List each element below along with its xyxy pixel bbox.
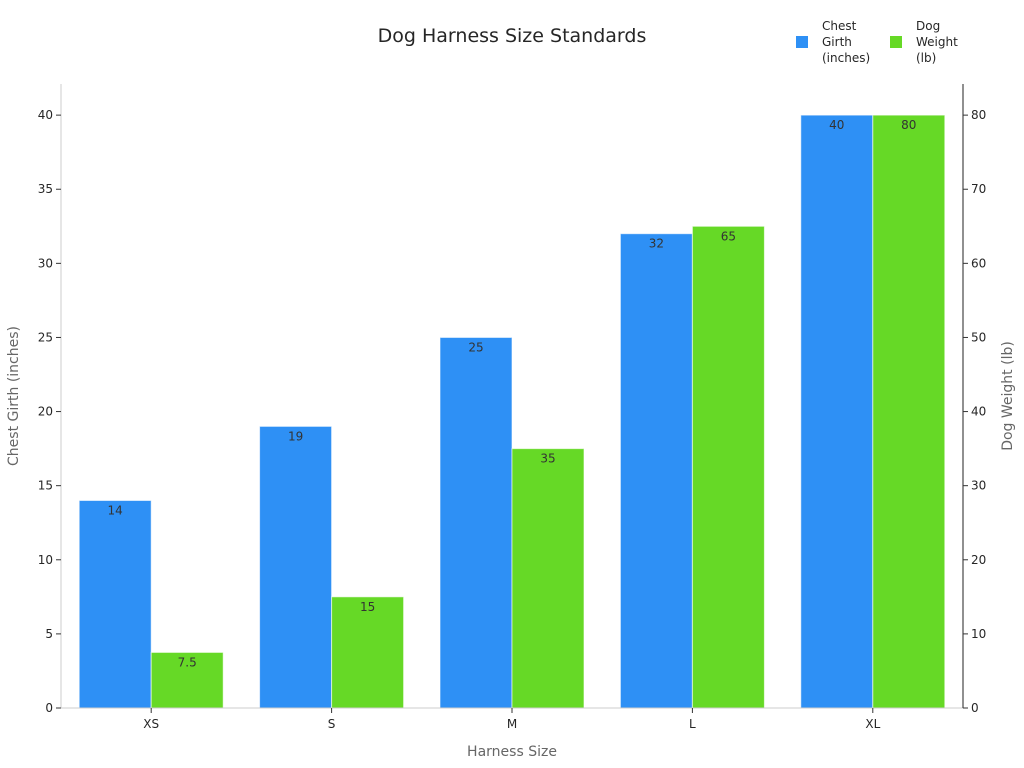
- legend-label: Chest: [822, 19, 857, 33]
- y-tick-label: 15: [38, 479, 53, 493]
- legend-swatch: [796, 36, 808, 48]
- legend-label: (lb): [916, 51, 936, 65]
- data-label: 65: [721, 229, 736, 243]
- y2-tick-label: 50: [971, 330, 986, 344]
- y-tick-label: 35: [38, 182, 53, 196]
- legend-label: (inches): [822, 51, 870, 65]
- bar-chest-girth-m: [439, 336, 513, 709]
- y-tick-label: 20: [38, 405, 53, 419]
- y2-tick-label: 70: [971, 182, 986, 196]
- y-axis-label: Chest Girth (inches): [6, 326, 22, 466]
- y2-tick-label: 30: [971, 479, 986, 493]
- bar-dog-weight-m: [511, 448, 585, 709]
- bar-chest-girth-l: [619, 233, 693, 709]
- data-label: 7.5: [178, 655, 197, 669]
- x-tick-label: XL: [865, 717, 880, 731]
- y2-tick-label: 0: [971, 701, 979, 715]
- y-tick-label: 10: [38, 553, 53, 567]
- bar-chest-girth-xl: [800, 114, 874, 709]
- y-tick-label: 30: [38, 256, 53, 270]
- x-tick-label: XS: [143, 717, 159, 731]
- bar-dog-weight-l: [691, 225, 765, 709]
- data-label: 15: [360, 600, 375, 614]
- legend-label: Weight: [916, 35, 958, 49]
- y2-tick-label: 60: [971, 256, 986, 270]
- x-tick-label: L: [689, 717, 696, 731]
- legend-swatch: [890, 36, 902, 48]
- y-tick-label: 5: [45, 627, 53, 641]
- data-label: 35: [540, 452, 555, 466]
- data-label: 14: [108, 503, 123, 517]
- y-tick-label: 40: [38, 108, 53, 122]
- data-label: 25: [468, 340, 483, 354]
- y2-axis-label: Dog Weight (lb): [1000, 341, 1016, 451]
- legend-label: Girth: [822, 35, 852, 49]
- y2-tick-label: 80: [971, 108, 986, 122]
- bar-dog-weight-xl: [872, 114, 946, 709]
- data-label: 32: [649, 237, 664, 251]
- x-tick-label: S: [328, 717, 336, 731]
- x-axis-label: Harness Size: [467, 744, 557, 760]
- legend-label: Dog: [916, 19, 940, 33]
- y2-tick-label: 10: [971, 627, 986, 641]
- y-tick-label: 25: [38, 330, 53, 344]
- bar-dog-weight-s: [331, 596, 405, 709]
- y2-tick-label: 20: [971, 553, 986, 567]
- y-tick-label: 0: [45, 701, 53, 715]
- data-label: 40: [829, 118, 844, 132]
- bar-chest-girth-s: [259, 425, 333, 709]
- x-tick-label: M: [507, 717, 517, 731]
- data-label: 80: [901, 118, 916, 132]
- data-label: 19: [288, 429, 303, 443]
- chart-title: Dog Harness Size Standards: [378, 25, 647, 47]
- y2-tick-label: 40: [971, 405, 986, 419]
- bar-chest-girth-xs: [78, 499, 152, 709]
- bar-dog-weight-xs: [150, 651, 224, 709]
